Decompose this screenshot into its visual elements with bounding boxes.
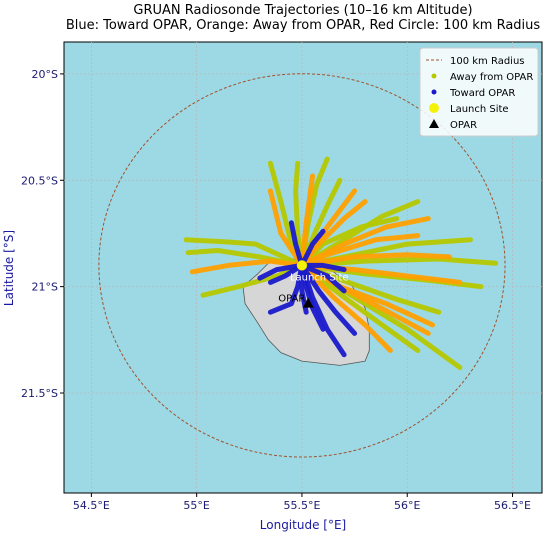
legend-swatch-dot	[429, 103, 439, 113]
trajectory-track	[299, 252, 452, 268]
opar-label: OPAR	[278, 294, 305, 305]
trajectory-track	[299, 262, 347, 273]
opar-marker	[302, 297, 314, 308]
trajectory-track	[299, 262, 393, 353]
trajectory-track	[288, 220, 305, 268]
legend-label: Toward OPAR	[449, 88, 515, 99]
y-tick-label: 20.5°S	[21, 174, 58, 187]
launch-site-label: Launch Site	[290, 272, 349, 283]
trajectory-layer	[183, 156, 499, 370]
x-axis-label: Longitude [°E]	[260, 518, 346, 532]
trajectory-track	[299, 233, 421, 268]
marker-layer: Launch Site OPAR	[278, 260, 349, 308]
x-tick-label: 55.5°E	[283, 499, 320, 512]
trajectory-track	[299, 228, 326, 268]
x-tick-label: 56°E	[394, 499, 420, 512]
trajectory-track	[299, 262, 358, 336]
x-tick-label: 55°E	[183, 499, 209, 512]
trajectory-track	[299, 199, 368, 268]
trajectory-track	[299, 256, 499, 268]
legend-label: Away from OPAR	[450, 72, 533, 83]
y-axis-label: Latitude [°S]	[2, 230, 16, 306]
x-tick-label: 54.5°E	[73, 499, 110, 512]
trajectory-track	[267, 262, 305, 285]
chart-subtitle: Blue: Toward OPAR, Orange: Away from OPA…	[66, 18, 541, 33]
trajectory-track	[183, 237, 305, 268]
trajectory-track	[299, 262, 347, 294]
radius-circle-layer	[98, 73, 506, 458]
y-tick-label: 21°S	[32, 281, 58, 294]
legend-label: OPAR	[450, 120, 477, 131]
legend-swatch-dot	[431, 73, 437, 79]
radius-circle	[98, 73, 506, 458]
legend-swatch-dot	[431, 89, 437, 95]
trajectory-track	[257, 262, 305, 281]
legend-swatch-triangle	[429, 119, 439, 128]
legend-label: 100 km Radius	[450, 56, 525, 67]
y-tick-label: 20°S	[32, 68, 58, 81]
launch-site-marker	[296, 260, 308, 271]
trajectory-track	[299, 262, 421, 353]
trajectory-track	[299, 262, 347, 358]
x-tick-label: 56.5°E	[494, 499, 531, 512]
legend: 100 km Radius Away from OPAR Toward OPAR La…	[419, 47, 539, 137]
legend-label: Launch Site	[450, 104, 509, 115]
trajectory-track	[293, 160, 305, 268]
trajectory-track	[189, 258, 305, 275]
chart-title: GRUAN Radiosonde Trajectories (10–16 km …	[133, 3, 472, 18]
y-tick-label: 21.5°S	[21, 387, 58, 400]
axes-layer: 54.5°E 55°E 55.5°E 56°E 56.5°E 20°S 20.5°S 21°S…	[21, 68, 531, 512]
trajectory-track	[299, 173, 315, 268]
legend-box	[419, 47, 539, 137]
trajectory-track	[267, 188, 305, 268]
